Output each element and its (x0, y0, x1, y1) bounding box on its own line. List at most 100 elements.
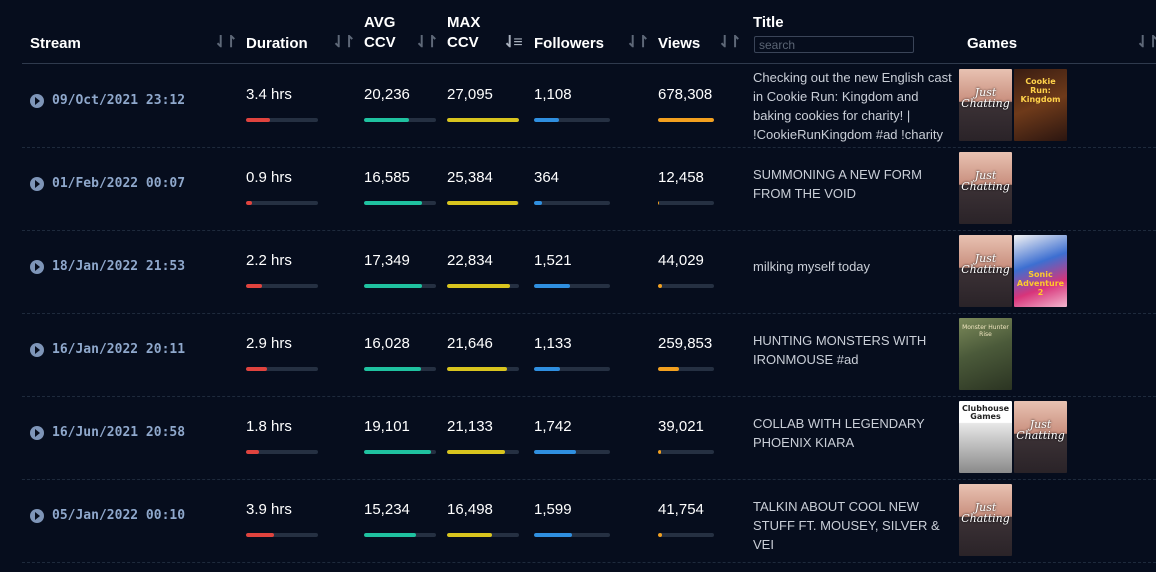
views-value: 678,308 (658, 86, 713, 103)
stream-date-link[interactable]: 05/Jan/2022 00:10 (52, 508, 186, 523)
game-name-art-text: Just Chatting (1016, 418, 1065, 442)
game-name-art-text: Sonic Adventure 2 (1016, 270, 1065, 297)
stream-title: TALKIN ABOUT COOL NEW STUFF FT. MOUSEY, … (753, 499, 940, 552)
col-header-views[interactable]: Views (658, 35, 701, 52)
duration-bar (246, 201, 318, 205)
stream-date-link[interactable]: 09/Oct/2021 23:12 (52, 93, 186, 108)
col-header-avg-ccv-line2: CCV (364, 34, 396, 51)
duration-bar-fill (246, 284, 262, 288)
max-ccv-value: 16,498 (447, 501, 493, 518)
duration-bar (246, 118, 318, 122)
views-value: 39,021 (658, 418, 704, 435)
game-box-art[interactable]: Just Chatting (959, 152, 1012, 224)
views-bar-fill (658, 201, 660, 205)
game-name-art-text: Monster Hunter Rise (962, 324, 1009, 338)
views-bar-fill (658, 533, 662, 537)
table-row[interactable]: 09/Oct/2021 23:12 3.4 hrs 20,236 27,095 1,10… (22, 64, 1156, 148)
play-circle-icon[interactable] (30, 509, 44, 523)
game-box-art[interactable]: Just Chatting (959, 484, 1012, 556)
game-box-art[interactable]: Just Chatting (959, 69, 1012, 141)
duration-value: 3.4 hrs (246, 86, 292, 103)
max-ccv-bar-fill (447, 367, 507, 371)
followers-value: 1,521 (534, 252, 572, 269)
game-name-art-text: Just Chatting (961, 86, 1010, 110)
views-bar-fill (658, 450, 662, 454)
table-row[interactable]: 16/Jun/2021 20:58 1.8 hrs 19,101 21,133 1,74… (22, 396, 1156, 480)
avg-ccv-value: 16,028 (364, 335, 410, 352)
col-header-duration[interactable]: Duration (246, 35, 308, 52)
game-box-art[interactable]: Cookie Run: Kingdom (1014, 69, 1067, 141)
sort-arrows-icon[interactable]: ⇃↾ (332, 34, 356, 51)
followers-value: 1,108 (534, 86, 572, 103)
followers-bar-fill (534, 201, 542, 205)
sort-arrows-icon[interactable]: ⇃↾ (718, 34, 742, 51)
max-ccv-bar (447, 284, 519, 288)
max-ccv-bar (447, 118, 519, 122)
game-box-art[interactable]: Sonic Adventure 2 (1014, 235, 1067, 307)
duration-value: 2.2 hrs (246, 252, 292, 269)
play-circle-icon[interactable] (30, 94, 44, 108)
max-ccv-bar-fill (447, 284, 511, 288)
table-row[interactable]: 01/Feb/2022 00:07 0.9 hrs 16,585 25,384 364 1… (22, 147, 1156, 231)
stream-date-link[interactable]: 18/Jan/2022 21:53 (52, 259, 186, 274)
col-header-games[interactable]: Games (967, 35, 1018, 52)
duration-bar (246, 450, 318, 454)
views-bar (658, 450, 714, 454)
followers-bar (534, 284, 610, 288)
table-row[interactable]: 16/Jan/2022 20:11 2.9 hrs 16,028 21,646 1,13… (22, 313, 1156, 397)
avg-ccv-value: 20,236 (364, 86, 410, 103)
avg-ccv-bar-fill (364, 284, 423, 288)
table-row[interactable]: 05/Jan/2022 00:10 3.9 hrs 15,234 16,498 1,59… (22, 479, 1156, 563)
col-header-followers[interactable]: Followers (534, 35, 605, 52)
avg-ccv-value: 17,349 (364, 252, 410, 269)
game-name-art-text: Just Chatting (961, 501, 1010, 525)
sort-descending-icon[interactable]: ⇃≡ (503, 34, 523, 51)
play-circle-icon[interactable] (30, 177, 44, 191)
title-search-input[interactable] (754, 36, 914, 53)
followers-bar-fill (534, 450, 576, 454)
max-ccv-bar (447, 201, 519, 205)
views-bar-fill (658, 367, 680, 371)
followers-bar (534, 118, 610, 122)
duration-bar (246, 284, 318, 288)
stream-title: HUNTING MONSTERS WITH IRONMOUSE #ad (753, 333, 927, 367)
followers-value: 1,133 (534, 335, 572, 352)
game-box-art[interactable]: Just Chatting (959, 235, 1012, 307)
avg-ccv-bar (364, 450, 436, 454)
stream-date-link[interactable]: 16/Jun/2021 20:58 (52, 425, 186, 440)
col-header-stream[interactable]: Stream (30, 35, 81, 52)
stream-title: SUMMONING A NEW FORM FROM THE VOID (753, 167, 922, 201)
duration-value: 0.9 hrs (246, 169, 292, 186)
followers-bar (534, 201, 610, 205)
followers-value: 364 (534, 169, 560, 186)
max-ccv-value: 27,095 (447, 86, 493, 103)
game-box-art[interactable]: Monster Hunter Rise (959, 318, 1012, 390)
duration-bar-fill (246, 533, 275, 537)
play-circle-icon[interactable] (30, 343, 44, 357)
col-header-avg-ccv[interactable]: AVG CCV (364, 13, 396, 53)
followers-value: 1,599 (534, 501, 572, 518)
sort-arrows-icon[interactable]: ⇃↾ (626, 34, 650, 51)
avg-ccv-bar-fill (364, 367, 421, 371)
table-header: Stream ⇃↾ Duration ⇃↾ AVG CCV ⇃↾ MAX CCV… (22, 0, 1156, 64)
duration-bar-fill (246, 367, 267, 371)
sort-arrows-icon[interactable]: ⇃↾ (415, 34, 439, 51)
play-circle-icon[interactable] (30, 426, 44, 440)
game-box-art[interactable]: Just Chatting (1014, 401, 1067, 473)
views-bar (658, 367, 714, 371)
table-row[interactable]: 18/Jan/2022 21:53 2.2 hrs 17,349 22,834 1,52… (22, 230, 1156, 314)
avg-ccv-bar (364, 284, 436, 288)
col-header-max-ccv[interactable]: MAX CCV (447, 13, 480, 53)
game-box-art[interactable]: Clubhouse Games (959, 401, 1012, 473)
max-ccv-bar-fill (447, 201, 518, 205)
sort-arrows-icon[interactable]: ⇃↾ (1136, 34, 1156, 51)
stream-date-link[interactable]: 01/Feb/2022 00:07 (52, 176, 186, 191)
stream-date-link[interactable]: 16/Jan/2022 20:11 (52, 342, 186, 357)
col-header-title[interactable]: Title (753, 14, 784, 31)
play-circle-icon[interactable] (30, 260, 44, 274)
max-ccv-value: 25,384 (447, 169, 493, 186)
stream-title: Checking out the new English cast in Coo… (753, 70, 952, 142)
duration-bar-fill (246, 201, 253, 205)
sort-arrows-icon[interactable]: ⇃↾ (214, 34, 238, 51)
avg-ccv-bar (364, 118, 436, 122)
